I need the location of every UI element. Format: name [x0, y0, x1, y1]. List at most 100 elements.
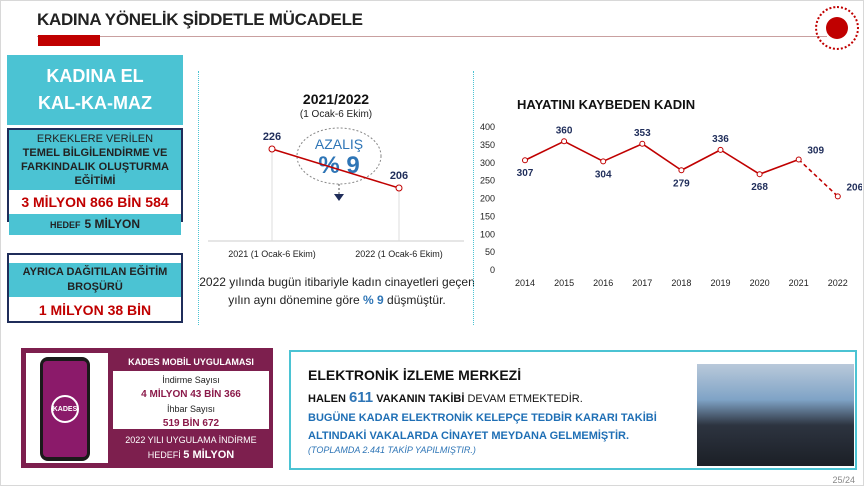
series-segment — [602, 143, 643, 163]
data-label: 353 — [634, 128, 651, 139]
data-point — [600, 158, 607, 165]
comparison-subtitle: (1 Ocak-6 Ekim) — [299, 109, 373, 120]
deaths-line-chart: 0 50 100 150 200 250 300 350 400 2014 2015 2016 2017… — [480, 122, 862, 288]
x-tick-label: 2017 — [632, 278, 652, 288]
training-title: ERKEKLERE VERİLEN TEMEL BİLGİLENDİRME VE… — [9, 130, 181, 190]
x-tick-label: 2022 (1 Ocak-6 Ekim) — [355, 249, 443, 259]
x-tick-label: 2021 — [789, 278, 809, 288]
series-segment — [563, 140, 604, 163]
desc-text: 2022 yılında bugün itibariyle kadın cina… — [199, 275, 475, 307]
panel-divider — [473, 71, 474, 325]
y-tick-label: 150 — [480, 211, 495, 221]
training-value: 3 MİLYON 866 BİN 584 — [21, 194, 169, 210]
y-tick-label: 200 — [480, 194, 495, 204]
kades-title: KADES MOBİL UYGULAMASI — [128, 357, 254, 367]
monitoring-line3: (TOPLAMDA 2.441 TAKİP YAPILMIŞTIR.) — [308, 445, 476, 455]
data-point — [795, 156, 802, 163]
active-cases-count: 611 — [348, 389, 374, 406]
data-point — [756, 171, 763, 178]
brochure-title: AYRICA DAĞITILAN EĞİTİM BROŞÜRÜ — [9, 263, 181, 297]
desc-text: düşmüştür. — [383, 293, 446, 307]
data-label: 304 — [595, 169, 612, 180]
target-label: HEDEF — [49, 220, 81, 230]
training-title-line: ERKEKLERE VERİLEN — [36, 133, 154, 145]
kades-stats: İndirme Sayısı 4 MİLYON 43 BİN 366 İhbar… — [113, 371, 269, 429]
page-title: KADINA YÖNELİK ŞİDDETLE MÜCADELE — [37, 10, 363, 29]
report-label: İhbar Sayısı — [166, 404, 216, 414]
ministry-logo — [815, 6, 859, 50]
kades-target-line: 2022 YILI UYGULAMA İNDİRME — [125, 435, 257, 445]
data-label: 279 — [673, 178, 690, 189]
monitoring-line1: HALEN 611 VAKANIN TAKİBİ DEVAM ETMEKTEDİ… — [308, 389, 583, 406]
chart-title: HAYATINI KAYBEDEN KADIN — [517, 97, 696, 112]
campaign-line: KADINA EL — [46, 66, 144, 86]
data-point — [268, 145, 276, 153]
y-tick-label: 400 — [480, 122, 495, 132]
title-divider — [37, 36, 827, 37]
kades-info: KADES MOBİL UYGULAMASI İndirme Sayısı 4 … — [113, 353, 269, 463]
kades-app-logo: KADES — [51, 395, 79, 423]
training-target: HEDEF 5 MİLYON — [9, 214, 181, 235]
series-segment — [641, 143, 682, 171]
series-segment — [524, 140, 565, 161]
l1-text: HALEN — [308, 393, 346, 405]
monitoring-title: ELEKTRONİK İZLEME MERKEZİ — [308, 367, 522, 383]
x-tick-label: 2019 — [710, 278, 730, 288]
trend-line — [271, 148, 400, 189]
training-box: ERKEKLERE VERİLEN TEMEL BİLGİLENDİRME VE… — [7, 128, 183, 235]
data-label: 206 — [390, 170, 408, 182]
data-point — [561, 138, 568, 145]
kades-target-label: HEDEFİ — [147, 450, 181, 460]
data-label: 336 — [712, 134, 729, 145]
series-segment — [720, 149, 761, 175]
x-tick-label: 2020 — [750, 278, 770, 288]
series-segment — [798, 158, 839, 197]
kades-target-value: 5 MİLYON — [183, 449, 235, 461]
data-label: 360 — [556, 125, 573, 136]
x-tick-label: 2014 — [515, 278, 535, 288]
data-point — [678, 167, 685, 174]
brochure-title-line: AYRICA DAĞITILAN EĞİTİM — [22, 266, 168, 278]
brochure-box: AYRICA DAĞITILAN EĞİTİM BROŞÜRÜ 1 MİLYON… — [7, 253, 183, 323]
x-tick-label: 2022 — [828, 278, 848, 288]
download-value: 4 MİLYON 43 BİN 366 — [141, 389, 241, 400]
kades-phone-image: KADES — [26, 353, 108, 463]
y-tick-label: 250 — [480, 176, 495, 186]
desc-percent: % 9 — [363, 293, 384, 307]
emblem-icon — [826, 17, 848, 39]
campaign-title: KADINA EL KAL-KA-MAZ — [7, 55, 183, 125]
data-point — [639, 140, 646, 147]
report-value: 519 BİN 672 — [162, 418, 220, 429]
y-tick-label: 100 — [480, 229, 495, 239]
y-tick-label: 300 — [480, 158, 495, 168]
data-label: 226 — [263, 131, 281, 143]
l1-text: VAKANIN TAKİBİ — [376, 393, 465, 405]
y-tick-label: 350 — [480, 140, 495, 150]
x-tick-label: 2016 — [593, 278, 613, 288]
data-point — [395, 184, 403, 192]
data-label: 206 — [846, 182, 862, 193]
data-point — [522, 157, 528, 164]
l1-text: DEVAM ETMEKTEDİR. — [467, 393, 583, 405]
campaign-line: KAL-KA-MAZ — [38, 93, 152, 113]
training-title-line: FARKINDALIK OLUŞTURMA — [21, 161, 169, 173]
down-arrow-head-icon — [334, 194, 344, 201]
kades-target: 2022 YILI UYGULAMA İNDİRME HEDEFİ 5 MİLY… — [113, 429, 269, 463]
target-value: 5 MİLYON — [84, 217, 141, 231]
download-label: İndirme Sayısı — [162, 375, 220, 385]
series-segment — [681, 149, 721, 171]
badge-outline — [296, 127, 382, 185]
badge-label: AZALIŞ — [315, 136, 363, 152]
monitoring-line2: BUGÜNE KADAR ELEKTRONİK KELEPÇE TEDBİR K… — [308, 412, 657, 442]
training-title-line: EĞİTİMİ — [74, 175, 116, 187]
y-tick-label: 50 — [485, 247, 495, 257]
data-label: 309 — [807, 146, 824, 157]
data-point — [834, 193, 841, 200]
x-tick-label: 2021 (1 Ocak-6 Ekim) — [228, 249, 316, 259]
brochure-title-line: BROŞÜRÜ — [67, 281, 123, 293]
comparison-title: 2021/2022 — [302, 91, 370, 107]
data-label: 268 — [751, 182, 768, 193]
comparison-description: 2022 yılında bugün itibariyle kadın cina… — [198, 273, 476, 309]
monitoring-center-photo — [697, 364, 854, 466]
title-accent-bar — [38, 35, 100, 46]
